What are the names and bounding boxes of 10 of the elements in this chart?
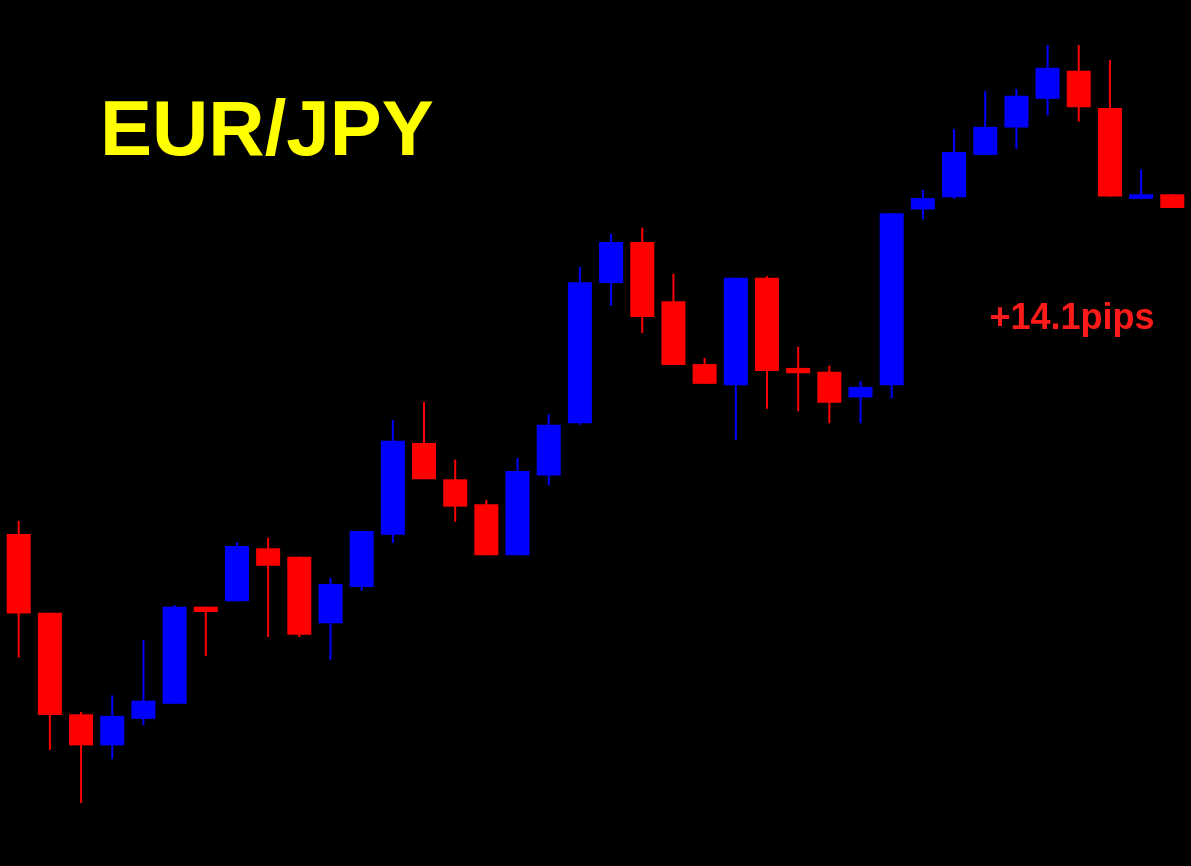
candlestick <box>786 345 811 413</box>
candlestick <box>692 357 717 385</box>
candlestick <box>193 605 218 657</box>
annotation: +14.1pips <box>989 296 1155 337</box>
candlestick <box>1129 168 1154 200</box>
candlestick <box>848 379 873 425</box>
candlestick <box>131 639 156 726</box>
candlestick <box>910 188 935 221</box>
candlestick <box>256 536 281 638</box>
text: EUR/JPY <box>100 84 434 172</box>
